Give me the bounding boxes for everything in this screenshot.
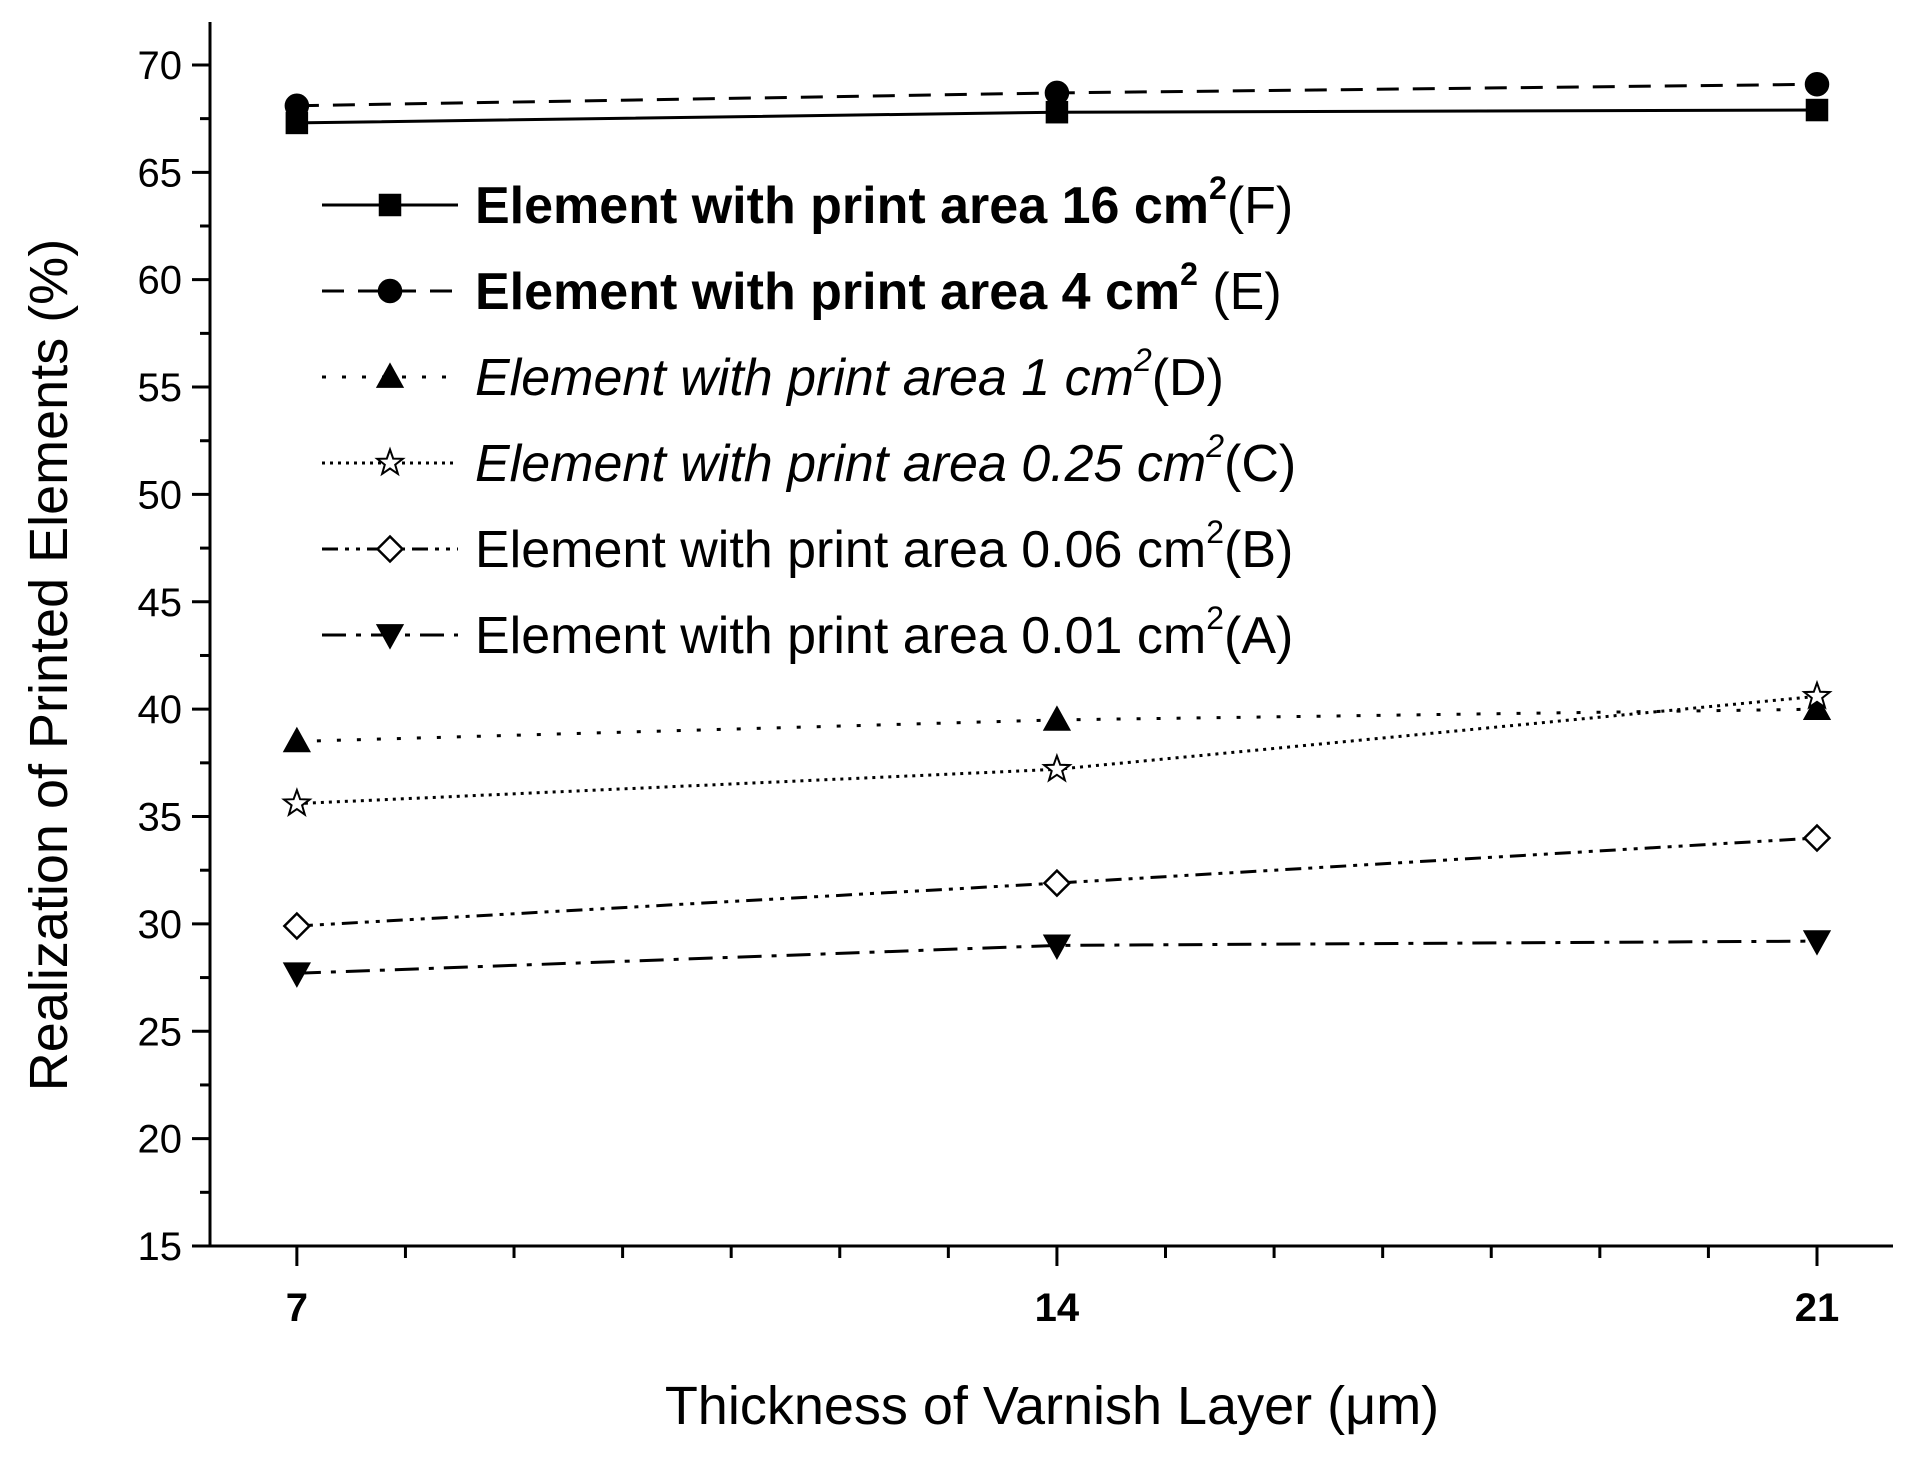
data-point-A	[282, 962, 311, 988]
y-tick-label: 30	[138, 903, 183, 947]
series-B	[282, 823, 1832, 941]
data-point-C	[1041, 752, 1073, 783]
y-tick-label: 20	[138, 1118, 183, 1162]
data-point-C	[1801, 679, 1833, 710]
x-tick-label: 7	[286, 1286, 308, 1330]
legend-label-C: Element with print area 0.25 cm2(C)	[475, 428, 1296, 493]
data-point-A	[1042, 934, 1072, 960]
y-tick-label: 15	[138, 1225, 183, 1269]
legend: Element with print area 16 cm2(F)Element…	[322, 170, 1296, 665]
series-D	[282, 694, 1832, 753]
legend-label-text: Element with print area 0.25 cm	[475, 435, 1206, 493]
y-tick-label: 70	[138, 44, 183, 88]
data-point-D	[282, 726, 311, 753]
y-tick-label: 60	[138, 259, 183, 303]
data-point-C	[281, 787, 313, 818]
legend-label-superscript: 2	[1206, 514, 1224, 550]
legend-marker-E	[377, 278, 403, 304]
data-point-A	[1802, 930, 1832, 956]
legend-label-suffix: (F)	[1227, 177, 1293, 235]
legend-marker-D	[375, 362, 405, 388]
legend-item-F: Element with print area 16 cm2(F)	[322, 170, 1293, 235]
legend-label-suffix: (D)	[1152, 349, 1224, 407]
y-tick-label: 25	[138, 1010, 183, 1054]
axes: 15 20 25 30 35 40 45 50 55 60 65 70 7 14 21	[138, 22, 1893, 1330]
data-point-E	[1044, 80, 1070, 106]
series-C	[281, 679, 1833, 818]
legend-marker-A	[375, 624, 405, 650]
data-point-B	[1042, 868, 1072, 898]
x-tick-label: 14	[1035, 1286, 1080, 1330]
legend-label-A: Element with print area 0.01 cm2(A)	[475, 600, 1293, 665]
x-tick-label: 21	[1795, 1286, 1840, 1330]
legend-label-superscript: 2	[1209, 170, 1227, 206]
data-point-D	[1042, 705, 1072, 731]
legend-label-text: Element with print area 0.01 cm	[475, 607, 1206, 665]
y-tick-label: 55	[138, 366, 183, 410]
legend-item-A: Element with print area 0.01 cm2(A)	[322, 600, 1293, 665]
legend-label-F: Element with print area 16 cm2(F)	[475, 170, 1293, 235]
legend-item-C: Element with print area 0.25 cm2(C)	[322, 428, 1296, 493]
legend-marker-F	[378, 193, 402, 217]
series-layer	[281, 72, 1833, 988]
legend-label-suffix: (A)	[1224, 607, 1293, 665]
legend-label-B: Element with print area 0.06 cm2(B)	[475, 514, 1293, 579]
data-point-D	[1802, 694, 1832, 721]
legend-item-E: Element with print area 4 cm2 (E)	[322, 256, 1282, 321]
series-F	[285, 98, 1829, 135]
series-A	[282, 930, 1832, 988]
y-tick-label: 40	[138, 688, 183, 732]
legend-label-suffix: (E)	[1198, 263, 1282, 321]
legend-label-superscript: 2	[1205, 428, 1224, 464]
legend-label-text: Element with print area 0.06 cm	[475, 521, 1206, 579]
legend-item-B: Element with print area 0.06 cm2(B)	[322, 514, 1293, 579]
x-axis-title: Thickness of Varnish Layer (μm)	[665, 1376, 1439, 1436]
y-tick-label: 50	[138, 473, 183, 517]
data-point-E	[1804, 72, 1830, 97]
legend-label-E: Element with print area 4 cm2 (E)	[475, 256, 1282, 321]
series-line-B	[296, 836, 1818, 928]
y-tick-label: 35	[138, 796, 183, 840]
data-point-E	[284, 93, 310, 118]
y-axis-title: Realization of Printed Elements (%)	[19, 239, 79, 1091]
legend-label-text: Element with print area 16 cm	[475, 177, 1209, 235]
data-point-F	[1805, 98, 1829, 122]
legend-label-superscript: 2	[1133, 342, 1152, 378]
data-point-B	[282, 911, 312, 941]
legend-label-suffix: (B)	[1224, 521, 1293, 579]
legend-item-D: Element with print area 1 cm2(D)	[322, 342, 1224, 407]
legend-label-superscript: 2	[1206, 600, 1224, 636]
data-point-F	[1045, 100, 1069, 124]
y-tick-label: 65	[138, 151, 183, 195]
data-point-B	[1802, 823, 1832, 853]
legend-label-superscript: 2	[1180, 256, 1198, 292]
legend-label-D: Element with print area 1 cm2(D)	[475, 342, 1224, 407]
legend-label-suffix: (C)	[1224, 435, 1296, 493]
y-tick-label: 45	[138, 581, 183, 625]
series-line-A	[296, 939, 1818, 975]
legend-label-text: Element with print area 1 cm	[475, 349, 1134, 407]
series-E	[284, 72, 1830, 118]
legend-marker-B	[375, 534, 405, 564]
legend-marker-C	[374, 446, 406, 477]
legend-label-text: Element with print area 4 cm	[475, 263, 1180, 321]
